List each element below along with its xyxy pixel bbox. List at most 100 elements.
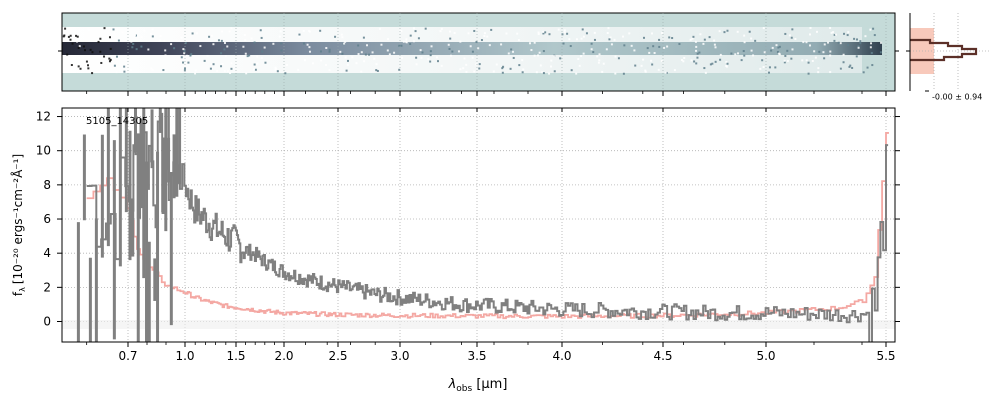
spectrum-2d-pixel — [808, 33, 811, 36]
spectrum-2d-pixel — [596, 55, 599, 58]
spectrum-2d-pixel — [360, 51, 363, 54]
spectrum-2d-pixel — [280, 49, 283, 52]
spectrum-2d-pixel — [788, 34, 791, 37]
spectrum-2d-pixel — [553, 70, 556, 73]
spectrum-2d-pixel — [548, 72, 551, 75]
spectrum-2d-pixel — [62, 35, 65, 38]
spectrum-2d-pixel — [790, 36, 793, 39]
spectrum-2d-pixel — [243, 34, 246, 37]
spectrum-2d-pixel — [409, 34, 412, 37]
spectrum-2d-pixel — [774, 66, 777, 69]
spectrum-2d-pixel — [462, 67, 465, 70]
spectrum-2d-pixel — [734, 53, 737, 56]
spectrum-2d-pixel — [221, 30, 224, 33]
spectrum-2d-pixel — [209, 67, 212, 70]
spectrum-2d-pixel — [530, 49, 533, 52]
spectrum-2d-pixel — [575, 38, 578, 41]
spectrum-2d-pixel — [100, 61, 103, 64]
spectrum-2d-pixel — [580, 37, 583, 40]
spectrum-2d-pixel — [847, 31, 850, 34]
spectrum-2d-pixel — [91, 51, 94, 54]
spectrum-2d-pixel — [386, 49, 389, 52]
spectrum-2d-pixel — [253, 63, 256, 66]
spectrum-2d-pixel — [837, 41, 840, 44]
spectrum-2d-pixel — [842, 61, 845, 64]
spectrum-2d-pixel — [319, 50, 322, 53]
spectrum-2d-pixel — [775, 44, 778, 47]
spectrum-2d-pixel — [512, 50, 515, 53]
spectrum-2d-pixel — [730, 52, 733, 55]
spectrum-2d-pixel — [170, 43, 173, 46]
spectrum-2d-pixel — [581, 28, 584, 31]
spectrum-2d-pixel — [750, 37, 753, 40]
spectrum-2d-pixel — [187, 61, 190, 64]
spectrum-2d-pixel — [839, 42, 842, 45]
spectrum-2d-pixel — [341, 36, 344, 39]
spectrum-2d-pixel — [183, 52, 186, 55]
spectrum-2d-pixel — [365, 44, 368, 47]
spectrum-2d-pixel — [108, 36, 111, 39]
spectrum-2d-pixel — [617, 57, 620, 60]
spectrum-2d-pixel — [598, 59, 601, 62]
spectrum-2d-pixel — [203, 59, 206, 62]
spectrum-2d-pixel — [651, 63, 654, 66]
spectrum-2d-pixel — [388, 53, 391, 56]
spectrum-2d-pixel — [261, 50, 264, 53]
spectrum-2d-pixel — [159, 39, 162, 42]
profile-line — [910, 38, 978, 62]
spectrum-2d-pixel — [839, 67, 842, 70]
spectrum-2d-pixel — [529, 42, 532, 45]
y-axis-ticks: 0 2 4 6 8 10 12 — [36, 110, 900, 329]
spectrum-2d-pixel — [229, 72, 232, 75]
spectrum-2d-pixel — [253, 41, 256, 44]
spectrum-2d-pixel — [521, 71, 524, 74]
spectrum-2d-pixel — [147, 48, 150, 51]
spectrum-2d-pixel — [206, 54, 209, 57]
spectrum-2d-pixel — [163, 39, 166, 42]
spectrum-2d-pixel — [823, 57, 826, 60]
spectrum-2d-pixel — [509, 67, 512, 70]
spectrum-2d-pixel — [274, 67, 277, 70]
spectrum-2d-pixel — [67, 61, 70, 64]
spectrum-2d-pixel — [605, 48, 608, 51]
spectrum-2d-pixel — [864, 35, 867, 38]
plot-background — [62, 108, 895, 342]
spectrum-2d-pixel — [817, 67, 820, 70]
spectrum-2d-pixel — [355, 62, 358, 65]
spectrum-2d-pixel — [651, 32, 654, 35]
spectrum-2d-pixel — [424, 27, 427, 30]
spectrum-2d-pixel — [661, 31, 664, 34]
spectrum-2d-pixel — [212, 43, 215, 46]
spectrum-2d-pixel — [429, 54, 432, 57]
spectrum-2d-pixel — [230, 67, 233, 70]
spectrum-2d-pixel — [220, 65, 223, 68]
spectrum-2d-pixel — [791, 48, 794, 51]
object-id-label: 5105_14305 — [86, 116, 148, 127]
spectrum-2d-pixel — [399, 30, 402, 33]
spectrum-2d-pixel — [173, 47, 176, 50]
spectrum-2d-frame — [61, 12, 896, 92]
spectrum-2d-pixel — [99, 37, 102, 40]
spectrum-2d-pixel — [375, 63, 378, 66]
x-axis-ticks: 0.7 1.0 1.5 2.0 2.5 3.0 3.5 4.0 4.5 5.0 5.5 — [86, 108, 896, 363]
spectrum-2d-pixel — [195, 32, 198, 35]
spectrum-2d-pixel — [507, 52, 510, 55]
spectrum-2d-pixel — [726, 29, 729, 32]
spectrum-2d-pixel — [783, 59, 786, 62]
spectrum-2d-pixel — [298, 35, 301, 38]
spectrum-2d-pixel — [339, 50, 342, 53]
spectrum-2d-pixel — [776, 50, 779, 53]
spectrum-2d-pixel — [846, 34, 849, 37]
y-tick-label: 8 — [43, 178, 51, 192]
spectrum-2d-pixel — [847, 44, 850, 47]
spectrum-2d-pixel — [634, 64, 637, 67]
spectrum-2d-pixel — [103, 55, 106, 58]
spectrum-2d-pixel — [834, 33, 837, 36]
spectrum-2d-pixel — [164, 69, 167, 72]
spectrum-2d-pixel — [184, 42, 187, 45]
spectrum-2d-pixel — [714, 60, 717, 63]
spectrum-2d-pixel — [851, 66, 854, 69]
spectrum-2d-pixel — [478, 63, 481, 66]
spectrum-2d-pixel — [274, 66, 277, 69]
spectrum-2d-pixel — [502, 65, 505, 68]
